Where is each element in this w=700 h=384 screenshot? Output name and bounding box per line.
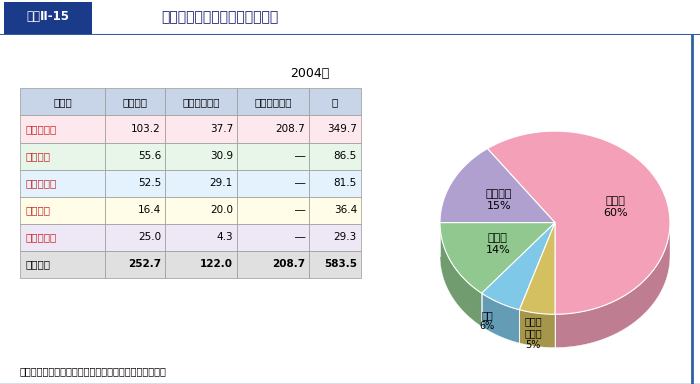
Text: 無償資金協力: 無償資金協力 xyxy=(182,97,220,107)
Text: 2004年: 2004年 xyxy=(290,66,330,79)
Bar xyxy=(105,88,165,116)
Bar xyxy=(20,116,105,142)
Text: 252.7: 252.7 xyxy=(128,259,161,269)
Bar xyxy=(237,170,309,197)
Text: ア　ジ　ア: ア ジ ア xyxy=(25,124,56,134)
Bar xyxy=(309,116,361,142)
Bar xyxy=(105,170,165,197)
Text: 86.5: 86.5 xyxy=(334,151,357,161)
Text: 52.5: 52.5 xyxy=(138,178,161,188)
Text: 37.7: 37.7 xyxy=(210,124,233,134)
Bar xyxy=(165,170,237,197)
Bar xyxy=(165,142,237,170)
Text: 技術協力: 技術協力 xyxy=(122,97,148,107)
Bar xyxy=(20,170,105,197)
Text: 29.1: 29.1 xyxy=(210,178,233,188)
Text: （E/Nベース、単位：億円）: （E/Nベース、単位：億円） xyxy=(258,108,345,118)
Bar xyxy=(105,197,165,224)
Text: ―: ― xyxy=(295,205,305,215)
Text: 29.3: 29.3 xyxy=(334,232,357,242)
Text: 有償資金協力: 有償資金協力 xyxy=(254,97,292,107)
Text: 208.7: 208.7 xyxy=(275,124,305,134)
Text: アフリカ
15%: アフリカ 15% xyxy=(485,189,512,210)
Text: 36.4: 36.4 xyxy=(334,205,357,215)
Polygon shape xyxy=(440,223,482,326)
Text: 583.5: 583.5 xyxy=(324,259,357,269)
Bar xyxy=(20,142,105,170)
Text: 122.0: 122.0 xyxy=(200,259,233,269)
Polygon shape xyxy=(555,223,670,348)
Bar xyxy=(237,88,309,116)
Text: 30.9: 30.9 xyxy=(210,151,233,161)
Bar xyxy=(20,88,105,116)
Text: アフリカ: アフリカ xyxy=(25,151,50,161)
Bar xyxy=(237,197,309,224)
Text: 中東
6%: 中東 6% xyxy=(480,310,495,331)
Polygon shape xyxy=(487,131,670,314)
Text: 図表Ⅱ-15: 図表Ⅱ-15 xyxy=(27,10,69,23)
Bar xyxy=(165,224,237,251)
Bar xyxy=(237,224,309,251)
Bar xyxy=(237,251,309,278)
Bar xyxy=(309,224,361,251)
Text: 16.4: 16.4 xyxy=(138,205,161,215)
Polygon shape xyxy=(519,310,555,348)
Bar xyxy=(309,170,361,197)
Bar xyxy=(20,251,105,278)
Bar xyxy=(165,251,237,278)
Text: 合　　計: 合 計 xyxy=(25,259,50,269)
Polygon shape xyxy=(482,223,555,310)
Bar xyxy=(20,224,105,251)
Polygon shape xyxy=(440,149,555,223)
Bar xyxy=(20,197,105,224)
Bar xyxy=(309,197,361,224)
Bar xyxy=(309,142,361,170)
Polygon shape xyxy=(440,223,555,293)
Polygon shape xyxy=(482,293,519,343)
Text: 208.7: 208.7 xyxy=(272,259,305,269)
Text: ―: ― xyxy=(295,151,305,161)
Bar xyxy=(105,251,165,278)
Bar xyxy=(105,142,165,170)
Text: 20.0: 20.0 xyxy=(210,205,233,215)
Bar xyxy=(165,116,237,142)
Text: ―: ― xyxy=(295,232,305,242)
Bar xyxy=(237,116,309,142)
Bar xyxy=(309,88,361,116)
Text: 4.3: 4.3 xyxy=(216,232,233,242)
Bar xyxy=(309,251,361,278)
Bar xyxy=(105,116,165,142)
Text: 農林水産分野の地域別供与実績: 農林水産分野の地域別供与実績 xyxy=(162,10,279,24)
Bar xyxy=(165,88,237,116)
Text: 計: 計 xyxy=(332,97,338,107)
Text: 81.5: 81.5 xyxy=(334,178,357,188)
Polygon shape xyxy=(519,223,555,314)
Text: 地　域: 地 域 xyxy=(53,97,72,107)
Text: 注：四捨五入の関係上、合計が一致しないことがある。: 注：四捨五入の関係上、合計が一致しないことがある。 xyxy=(20,366,167,376)
Text: ―: ― xyxy=(295,178,305,188)
Bar xyxy=(237,142,309,170)
Text: アジア
60%: アジア 60% xyxy=(603,196,627,218)
Text: 中　南　米: 中 南 米 xyxy=(25,178,56,188)
Bar xyxy=(165,197,237,224)
Text: 欧州・
その他
5%: 欧州・ その他 5% xyxy=(524,316,542,350)
Text: 中南米
14%: 中南米 14% xyxy=(485,233,510,255)
Text: 25.0: 25.0 xyxy=(138,232,161,242)
Text: 中　　東: 中 東 xyxy=(25,205,50,215)
Bar xyxy=(105,224,165,251)
Text: そ　の　他: そ の 他 xyxy=(25,232,56,242)
Text: 103.2: 103.2 xyxy=(132,124,161,134)
Bar xyxy=(4,2,92,33)
Text: 349.7: 349.7 xyxy=(327,124,357,134)
Text: 55.6: 55.6 xyxy=(138,151,161,161)
